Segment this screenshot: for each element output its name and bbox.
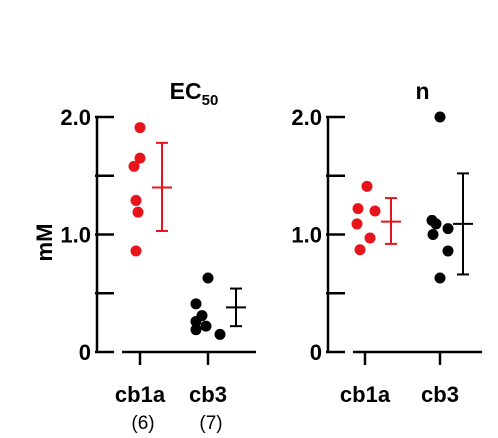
sample-size-label: (6) [131, 413, 154, 434]
data-point [190, 324, 202, 336]
data-point [214, 328, 226, 340]
data-point [190, 298, 202, 310]
y-tick-label: 1.0 [291, 223, 322, 248]
data-point [352, 203, 364, 215]
data-point [128, 160, 140, 172]
data-point [427, 229, 439, 240]
y-tick-label: 1.0 [60, 223, 91, 248]
data-point [369, 205, 381, 217]
data-point [132, 206, 144, 218]
y-tick-label: 0 [79, 340, 91, 365]
y-axis-label: mM [32, 224, 57, 262]
data-point [442, 223, 454, 235]
x-tick-label: cb3 [189, 382, 227, 407]
chart-title-sub: 50 [202, 92, 219, 109]
data-point [190, 315, 202, 327]
chart-title: EC50 [170, 78, 219, 109]
data-point [130, 194, 142, 206]
x-tick-label: cb1a [340, 382, 391, 407]
panel-2: n 0 1.0 2.0 cb1a cb3 [291, 78, 482, 407]
panel-1: EC50 0 1.0 2.0 cb1a (6) cb3 (7) mM [32, 78, 256, 434]
data-point [364, 232, 376, 244]
data-point [430, 218, 442, 230]
data-point [434, 272, 446, 284]
data-point [442, 245, 454, 257]
y-tick-label: 2.0 [60, 105, 91, 130]
chart-title: n [415, 78, 429, 104]
chart-title-main: n [415, 78, 429, 104]
chart-title-main: EC [170, 78, 202, 104]
data-point [134, 152, 146, 164]
x-tick-label: cb3 [421, 382, 459, 407]
y-tick-label: 0 [310, 340, 322, 365]
data-point [130, 245, 142, 257]
y-tick-label: 2.0 [291, 105, 322, 130]
data-point [434, 111, 446, 123]
data-point [200, 320, 212, 332]
data-point [134, 122, 146, 134]
data-point [354, 244, 366, 256]
data-point [202, 272, 214, 284]
data-point [351, 218, 363, 230]
sample-size-label: (7) [199, 413, 222, 434]
x-tick-label: cb1a [115, 382, 166, 407]
data-point [361, 180, 373, 192]
